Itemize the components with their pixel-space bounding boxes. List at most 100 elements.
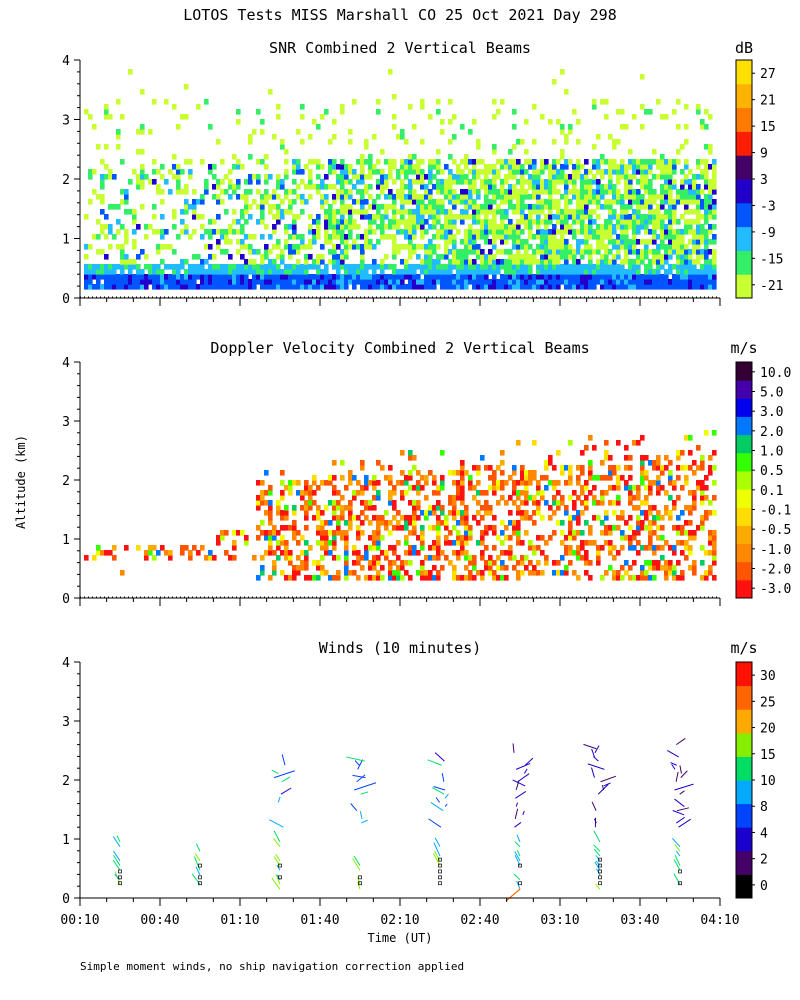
snr-cell: [532, 139, 537, 145]
doppler-cell: [292, 525, 297, 531]
doppler-cell: [304, 510, 309, 516]
doppler-cell: [408, 450, 413, 456]
doppler-cell: [584, 505, 589, 511]
snr-cell: [584, 269, 589, 275]
snr-cell: [588, 274, 593, 280]
colorbar-swatch: [736, 452, 752, 472]
snr-cell: [264, 284, 269, 290]
snr-cell: [656, 254, 661, 260]
y-tick-label: 0: [62, 892, 70, 907]
snr-cell: [276, 274, 281, 280]
snr-cell: [144, 234, 149, 240]
doppler-cell: [688, 520, 693, 526]
snr-cell: [160, 189, 165, 195]
doppler-cell: [268, 485, 273, 491]
doppler-cell: [92, 555, 97, 561]
snr-cell: [540, 179, 545, 185]
snr-cell: [116, 274, 121, 280]
snr-cell: [256, 109, 261, 115]
snr-cell: [432, 279, 437, 285]
snr-cell: [264, 264, 269, 270]
doppler-cell: [412, 525, 417, 531]
snr-cell: [420, 209, 425, 215]
snr-cell: [212, 184, 217, 190]
doppler-cell: [600, 460, 605, 466]
doppler-cell: [460, 515, 465, 521]
snr-cell: [680, 249, 685, 255]
snr-cell: [104, 144, 109, 150]
snr-cell: [456, 284, 461, 290]
snr-cell: [444, 249, 449, 255]
snr-cell: [568, 269, 573, 275]
snr-cell: [252, 199, 257, 205]
snr-cell: [292, 164, 297, 170]
snr-cell: [584, 279, 589, 285]
snr-cell: [684, 164, 689, 170]
snr-cell: [528, 174, 533, 180]
snr-cell: [264, 254, 269, 260]
snr-cell: [608, 209, 613, 215]
snr-cell: [376, 279, 381, 285]
snr-cell: [580, 239, 585, 245]
snr-cell: [684, 104, 689, 110]
snr-cell: [436, 214, 441, 220]
colorbar-swatch: [736, 362, 752, 381]
snr-cell: [444, 209, 449, 215]
snr-cell: [660, 189, 665, 195]
snr-cell: [324, 224, 329, 230]
snr-cell: [612, 139, 617, 145]
snr-cell: [180, 209, 185, 215]
y-tick-label: 3: [62, 415, 70, 430]
snr-cell: [620, 224, 625, 230]
snr-cell: [684, 209, 689, 215]
doppler-cell: [396, 555, 401, 561]
doppler-cell: [292, 570, 297, 576]
doppler-cell: [504, 525, 509, 531]
snr-cell: [332, 279, 337, 285]
doppler-cell: [464, 510, 469, 516]
doppler-cell: [588, 460, 593, 466]
snr-cell: [332, 224, 337, 230]
snr-cell: [444, 244, 449, 250]
snr-cell: [408, 244, 413, 250]
snr-cell: [364, 239, 369, 245]
doppler-cell: [564, 465, 569, 471]
snr-cell: [332, 274, 337, 280]
doppler-cell: [268, 530, 273, 536]
snr-cell: [288, 264, 293, 270]
doppler-cell: [524, 470, 529, 476]
snr-cell: [408, 239, 413, 245]
doppler-cell: [456, 480, 461, 486]
snr-cell: [692, 239, 697, 245]
snr-cell: [292, 229, 297, 235]
snr-cell: [432, 184, 437, 190]
snr-cell: [708, 144, 713, 150]
doppler-cell: [664, 505, 669, 511]
snr-cell: [352, 199, 357, 205]
snr-cell: [372, 164, 377, 170]
wind-barb: [516, 834, 521, 843]
snr-cell: [496, 194, 501, 200]
doppler-cell: [532, 500, 537, 506]
doppler-cell: [444, 525, 449, 531]
snr-cell: [536, 174, 541, 180]
snr-cell: [412, 154, 417, 160]
doppler-cell: [396, 525, 401, 531]
snr-cell: [536, 209, 541, 215]
doppler-cell: [468, 475, 473, 481]
snr-cell: [136, 149, 141, 155]
doppler-cell: [300, 535, 305, 541]
doppler-cell: [676, 575, 681, 581]
doppler-cell: [388, 475, 393, 481]
snr-cell: [108, 264, 113, 270]
y-tick-label: 2: [62, 474, 70, 489]
snr-cell: [120, 254, 125, 260]
doppler-cell: [440, 510, 445, 516]
snr-cell: [512, 174, 517, 180]
doppler-cell: [636, 530, 641, 536]
snr-cell: [380, 214, 385, 220]
doppler-cell: [328, 500, 333, 506]
snr-cell: [360, 199, 365, 205]
snr-cell: [128, 274, 133, 280]
snr-cell: [492, 214, 497, 220]
